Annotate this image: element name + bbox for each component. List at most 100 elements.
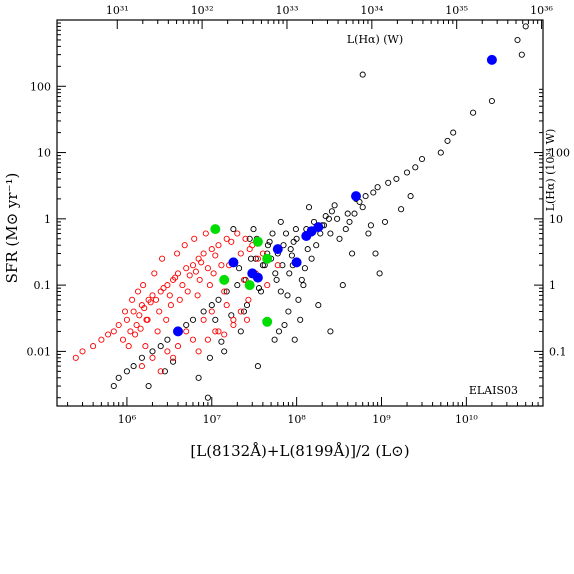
series-0-point — [275, 328, 283, 335]
series-0-point — [250, 226, 257, 233]
series-1-point — [183, 328, 190, 335]
series-0-point — [236, 265, 243, 272]
series-0-point — [381, 218, 389, 225]
series-0-point — [292, 226, 299, 233]
series-0-point — [255, 285, 263, 292]
y-tick-label: 10 — [37, 147, 51, 160]
series-0-point — [115, 374, 122, 381]
series-1-point — [123, 316, 130, 323]
series-1-point — [138, 363, 145, 370]
series-0-point — [437, 149, 444, 156]
series-1-point — [208, 308, 215, 315]
series-2-point — [486, 54, 497, 65]
series-0-point — [488, 97, 495, 105]
series-0-point — [254, 363, 261, 370]
series-1-point — [172, 274, 179, 281]
series-0-point — [304, 246, 311, 253]
series-0-point — [273, 276, 280, 283]
series-1-point — [206, 282, 213, 289]
series-0-point — [204, 394, 211, 401]
series-0-point — [264, 242, 272, 249]
series-1-point — [234, 230, 241, 237]
series-3-point — [262, 253, 273, 264]
series-1-point — [179, 282, 186, 289]
series-1-point — [125, 343, 132, 350]
series-1-point — [223, 302, 230, 309]
series-1-point — [204, 336, 211, 343]
series-1-point — [160, 285, 167, 292]
series-0-point — [130, 363, 137, 370]
series-0-point — [351, 210, 358, 217]
series-0-point — [183, 321, 190, 329]
series-0-point — [327, 230, 334, 237]
y-tick-label: 0.01 — [27, 345, 52, 358]
series-1-point — [140, 282, 147, 289]
series-0-point — [313, 242, 320, 249]
series-0-point — [514, 36, 521, 44]
series-1-point — [215, 242, 222, 249]
series-1-point — [240, 276, 248, 283]
series-0-point — [298, 276, 305, 283]
series-0-point — [215, 296, 222, 303]
series-0-point — [212, 316, 219, 323]
series-1-point — [221, 288, 228, 295]
series-1-point — [174, 250, 181, 257]
series-0-point — [223, 288, 230, 295]
series-0-point — [359, 71, 366, 78]
series-1-point — [174, 270, 182, 277]
series-1-point — [176, 296, 183, 303]
series-0-point — [259, 262, 266, 269]
series-0-point — [370, 189, 377, 196]
series-0-point — [237, 328, 244, 335]
series-1-point — [212, 328, 219, 335]
series-1-point — [157, 288, 164, 295]
series-0-point — [393, 175, 400, 182]
series-3-point — [210, 224, 221, 235]
series-1-point — [208, 246, 215, 253]
series-1-point — [195, 255, 202, 262]
series-0-point — [470, 109, 477, 116]
series-1-point — [163, 316, 170, 323]
series-1-point — [198, 259, 205, 266]
x-tick-label: 10¹⁰ — [455, 413, 478, 426]
right-axis-label: L(Hα) (10³⁴ W) — [544, 129, 557, 212]
series-1-point — [98, 336, 105, 343]
series-1-point — [133, 321, 140, 329]
series-2-point — [252, 272, 263, 283]
series-1-point — [72, 354, 79, 361]
series-0-point — [310, 218, 318, 225]
series-1-point — [90, 343, 97, 350]
series-1-point — [195, 348, 202, 355]
series-1-point — [243, 316, 251, 323]
top-tick-label: 10³¹ — [106, 4, 129, 17]
series-1-point — [164, 348, 171, 355]
series-2-point — [313, 222, 324, 233]
series-1-point — [183, 265, 190, 272]
series-0-point — [269, 230, 276, 237]
series-1-point — [159, 255, 166, 262]
series-0-point — [450, 129, 457, 136]
series-0-point — [234, 282, 241, 289]
right-tick-label: 10 — [549, 213, 563, 226]
series-0-point — [282, 230, 290, 237]
series-0-point — [336, 235, 343, 242]
series-0-point — [247, 255, 255, 262]
series-1-point — [164, 282, 171, 289]
series-1-point — [196, 276, 203, 283]
top-tick-label: 10³³ — [276, 4, 299, 17]
series-0-point — [208, 302, 215, 309]
series-1-point — [137, 325, 144, 332]
series-0-point — [376, 270, 383, 277]
series-0-point — [266, 238, 273, 245]
series-0-point — [145, 382, 152, 390]
series-2-point — [291, 257, 302, 268]
series-0-point — [374, 184, 381, 191]
series-1-point — [142, 343, 149, 350]
series-0-point — [257, 288, 265, 295]
series-1-point — [221, 331, 228, 338]
series-1-point — [200, 316, 207, 323]
series-0-point — [189, 316, 197, 323]
series-0-point — [157, 343, 164, 350]
series-0-point — [444, 137, 451, 144]
